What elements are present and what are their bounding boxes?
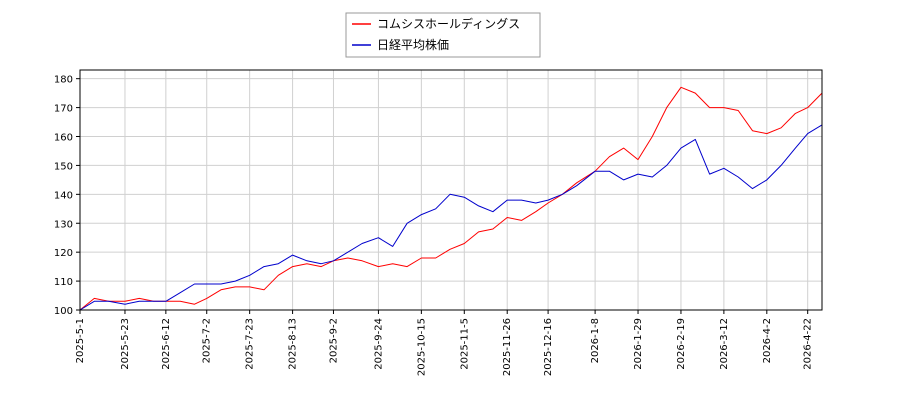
legend-label-series-2: 日経平均株価 <box>377 37 449 52</box>
y-tick-label: 120 <box>54 248 73 259</box>
x-tick-label: 2025-12-16 <box>543 318 554 376</box>
plot-frame <box>79 69 823 311</box>
series-layer <box>79 86 823 311</box>
x-tick-label: 2025-11-26 <box>502 318 513 376</box>
x-tick-label: 2025-9-2 <box>328 318 339 363</box>
x-tick-label: 2026-2-19 <box>676 318 687 370</box>
x-tick-label: 2025-8-13 <box>288 318 299 370</box>
axes: 100 110 120 130 140 150 160 170 180 2025-5-1 2025-… <box>54 75 814 376</box>
y-tick-label: 100 <box>54 306 73 317</box>
x-tick-label: 2025-7-2 <box>202 318 213 363</box>
y-tick-label: 110 <box>54 277 73 288</box>
y-tick-label: 150 <box>54 161 73 172</box>
legend-label-series-1: コムシスホールディングス <box>377 16 520 31</box>
x-tick-label: 2026-4-22 <box>803 318 814 370</box>
y-tick-label: 170 <box>54 104 73 115</box>
x-tick-label: 2025-11-5 <box>459 318 470 370</box>
series-line-1 <box>79 86 823 311</box>
y-tick-label: 180 <box>54 75 73 86</box>
legend-frame <box>345 12 541 58</box>
grid <box>79 70 822 311</box>
x-tick-label: 2025-10-15 <box>416 318 427 376</box>
y-tick-label: 140 <box>54 190 73 201</box>
x-tick-label: 2025-9-24 <box>373 318 384 370</box>
x-tick-label: 2025-5-23 <box>120 318 131 370</box>
y-tick-label: 130 <box>54 219 73 230</box>
plot-area <box>80 70 822 310</box>
x-tick-label: 2025-7-23 <box>245 318 256 370</box>
y-tick-label: 160 <box>54 133 73 144</box>
x-tick-label: 2026-3-12 <box>719 318 730 370</box>
x-tick-label: 2026-1-8 <box>590 318 601 363</box>
legend: コムシスホールディングス 日経平均株価 <box>345 12 541 58</box>
x-tick-label: 2025-5-1 <box>75 318 86 363</box>
x-tick-label: 2026-4-2 <box>762 318 773 363</box>
series-line-2 <box>79 124 823 311</box>
x-tick-label: 2025-6-12 <box>161 318 172 370</box>
x-tick-label: 2026-1-29 <box>633 318 644 370</box>
